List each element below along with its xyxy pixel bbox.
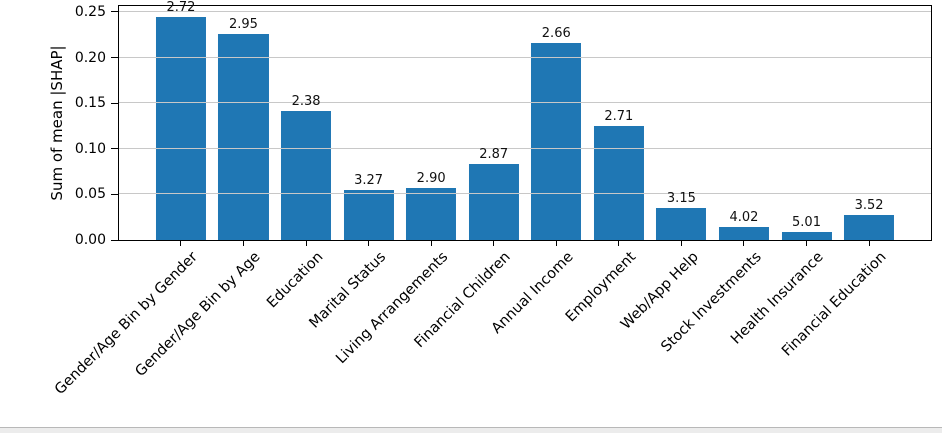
x-tick xyxy=(493,241,495,246)
bar-value-label: 2.95 xyxy=(229,16,258,32)
gridline xyxy=(119,56,931,58)
bottom-divider xyxy=(0,427,942,433)
bar xyxy=(343,189,394,240)
bar xyxy=(781,231,832,240)
y-tick xyxy=(111,148,118,150)
bar xyxy=(718,227,769,240)
bar-value-label: 3.52 xyxy=(854,198,884,214)
bar-value-label: 2.71 xyxy=(604,108,634,124)
y-tick xyxy=(111,239,118,241)
x-tick xyxy=(743,241,745,246)
y-tick-label: 0.10 xyxy=(74,140,106,157)
x-tick-label-text: Gender/Age Bin by Age xyxy=(132,249,264,380)
bar xyxy=(281,111,332,240)
x-tick-label-text: Financial Education xyxy=(778,249,890,360)
x-tick xyxy=(555,241,557,246)
y-tick-label: 0.20 xyxy=(74,49,106,66)
bar-labels-layer: 2.72 2.95 2.38 3.27 2.90 2.87 2.66 2.71 3.15 4.02… xyxy=(119,0,931,240)
y-tick xyxy=(111,57,118,59)
bars-layer xyxy=(119,6,931,240)
x-tick xyxy=(680,241,682,246)
y-tick xyxy=(111,193,118,195)
y-tick xyxy=(111,11,118,13)
bar-value-label: 5.01 xyxy=(792,214,821,230)
x-tick-label-text: Living Arrangements xyxy=(333,249,452,368)
x-tick xyxy=(806,241,807,246)
bar xyxy=(406,188,457,240)
bar-value-label: 2.90 xyxy=(416,171,446,187)
bar xyxy=(844,215,895,240)
gridline xyxy=(119,193,931,195)
bar xyxy=(218,33,269,240)
bar-value-label: 2.66 xyxy=(541,25,571,41)
y-axis-title: Sum of mean |SHAP| xyxy=(48,45,66,201)
x-tick xyxy=(305,241,307,246)
y-tick-label: 0.05 xyxy=(74,186,106,203)
x-tick xyxy=(430,241,432,246)
x-tick xyxy=(368,241,370,246)
bar-value-label: 4.02 xyxy=(729,210,759,226)
y-tick-label: 0.25 xyxy=(74,3,106,20)
x-tick xyxy=(180,241,182,246)
bar-value-label: 3.27 xyxy=(354,172,384,188)
bar xyxy=(531,42,582,240)
gridline xyxy=(119,102,931,104)
y-tick-label: 0.00 xyxy=(74,232,106,248)
bar-value-label: 2.87 xyxy=(479,147,509,163)
x-tick xyxy=(868,241,870,246)
bar xyxy=(593,125,644,240)
y-tick-label: 0.15 xyxy=(74,95,106,112)
gridline xyxy=(119,147,931,149)
bar-value-label: 3.15 xyxy=(666,191,696,207)
gridline xyxy=(119,10,931,12)
bar-value-label: 2.38 xyxy=(291,94,321,110)
y-tick xyxy=(111,102,118,104)
plot-area: 2.72 2.95 2.38 3.27 2.90 2.87 2.66 2.71 3.15 4.02… xyxy=(118,0,932,241)
x-tick xyxy=(618,241,620,246)
x-tick xyxy=(242,241,244,246)
gridlines-layer xyxy=(119,6,931,240)
bar xyxy=(656,208,707,240)
x-tick-label-text: Education xyxy=(263,249,327,312)
bar xyxy=(468,164,519,240)
bar xyxy=(155,16,206,240)
bar-value-label: 2.72 xyxy=(166,0,196,15)
